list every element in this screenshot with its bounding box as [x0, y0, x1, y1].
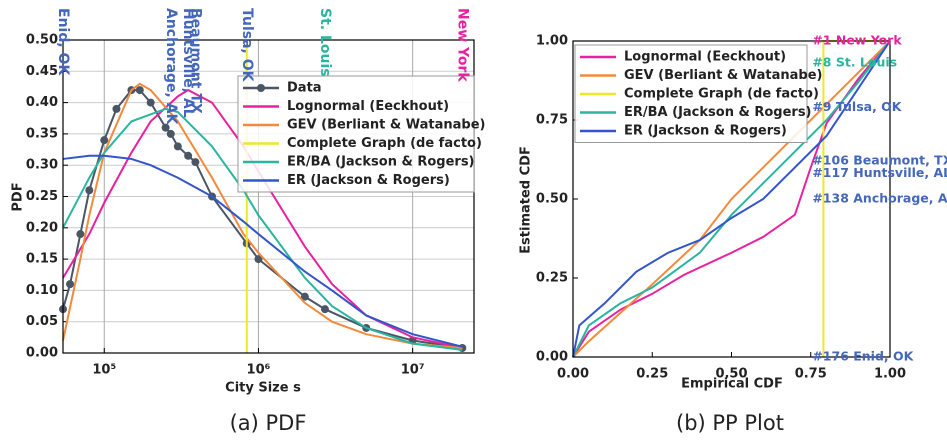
annotation: New York [454, 8, 470, 82]
y-tick-label: 0.35 [26, 126, 58, 141]
y-tick-label: 0.25 [536, 271, 568, 286]
annotation: #176 Enid, OK [812, 349, 914, 364]
annotation: Anchorage, AK [163, 8, 179, 126]
y-tick-label: 0.50 [536, 192, 568, 207]
data-point [320, 305, 329, 314]
y-tick-label: 1.00 [536, 34, 568, 49]
x-tick-label: 10⁵ [92, 363, 116, 378]
annotation: Huntsville, AL [180, 8, 196, 118]
annotation: #8 St. Louis [812, 55, 897, 70]
plot-frame [62, 39, 475, 354]
y-tick-label: 0.15 [26, 252, 58, 267]
data-point [76, 230, 85, 239]
series-line [572, 40, 891, 358]
legend-label: Lognormal (Eeckhout) [624, 50, 786, 65]
y-axis-label: Estimated CDF [519, 146, 534, 254]
annotation: Enid, OK [55, 8, 71, 76]
y-tick-label: 0.75 [536, 113, 568, 128]
legend-marker [257, 84, 265, 92]
data-point [173, 142, 182, 151]
y-tick-label: 0.45 [26, 64, 58, 79]
data-point [254, 255, 263, 264]
series-line [62, 88, 463, 349]
y-tick-label: 0.25 [26, 189, 58, 204]
legend-label: Data [287, 81, 322, 96]
legend-label: ER (Jackson & Rogers) [287, 173, 450, 188]
series-line [572, 40, 891, 358]
plot-frame [572, 40, 891, 358]
x-tick-label: 0.75 [795, 367, 827, 382]
data-point [146, 98, 155, 107]
y-tick-label: 0.40 [26, 95, 58, 110]
y-tick-label: 0.30 [26, 158, 58, 173]
annotation: #1 New York [812, 33, 902, 48]
annotation: #117 Huntsville, AL [812, 165, 947, 180]
legend-label: GEV (Berliant & Watanabe) [624, 68, 823, 83]
y-tick-label: 0.05 [26, 314, 58, 329]
x-tick-label: 10⁷ [401, 363, 425, 378]
x-tick-label: 0.00 [557, 367, 589, 382]
data-point [112, 104, 121, 113]
legend-label: GEV (Berliant & Watanabe) [287, 118, 486, 133]
data-point [135, 86, 144, 95]
legend-label: ER/BA (Jackson & Rogers) [624, 105, 812, 120]
legend-label: Lognormal (Eeckhout) [287, 99, 449, 114]
data-point [300, 292, 309, 301]
annotation: #106 Beaumont, TX [812, 153, 947, 168]
annotation: #138 Anchorage, AK [812, 191, 947, 206]
legend-label: ER/BA (Jackson & Rogers) [287, 155, 475, 170]
annotation: #9 Tulsa, OK [812, 99, 902, 114]
y-tick-label: 0.20 [26, 220, 58, 235]
x-axis-label: City Size s [225, 381, 301, 396]
y-tick-label: 0.00 [26, 346, 58, 361]
data-point [161, 123, 170, 132]
caption: (a) PDF [230, 411, 307, 435]
data-point [184, 151, 193, 160]
annotation: Tulsa, OK [239, 8, 255, 83]
data-point [100, 136, 109, 145]
data-point [66, 280, 75, 289]
x-tick-label: 10⁶ [247, 363, 271, 378]
data-point [85, 186, 94, 195]
series-line [572, 40, 891, 358]
series-line [62, 82, 463, 349]
series-line [62, 107, 463, 351]
legend-label: ER (Jackson & Rogers) [624, 124, 787, 139]
legend-label: Complete Graph (de facto) [287, 136, 482, 151]
x-axis-label: Empirical CDF [681, 377, 783, 392]
x-tick-label: 0.25 [636, 367, 668, 382]
series-line [62, 154, 463, 348]
series-line [572, 40, 891, 358]
y-tick-label: 0.00 [536, 350, 568, 365]
x-tick-label: 0.50 [715, 367, 747, 382]
data-point [191, 158, 200, 167]
caption: (b) PP Plot [676, 411, 784, 435]
legend-label: Complete Graph (de facto) [624, 87, 819, 102]
annotation: St. Louis [317, 8, 333, 77]
y-tick-label: 0.10 [26, 283, 58, 298]
annotation: Beaumont TX [187, 8, 203, 114]
legend-box [237, 75, 475, 193]
y-tick-label: 0.50 [26, 33, 58, 48]
data-point [166, 129, 175, 138]
y-axis-label: PDF [11, 182, 26, 211]
x-tick-label: 1.00 [874, 367, 906, 382]
